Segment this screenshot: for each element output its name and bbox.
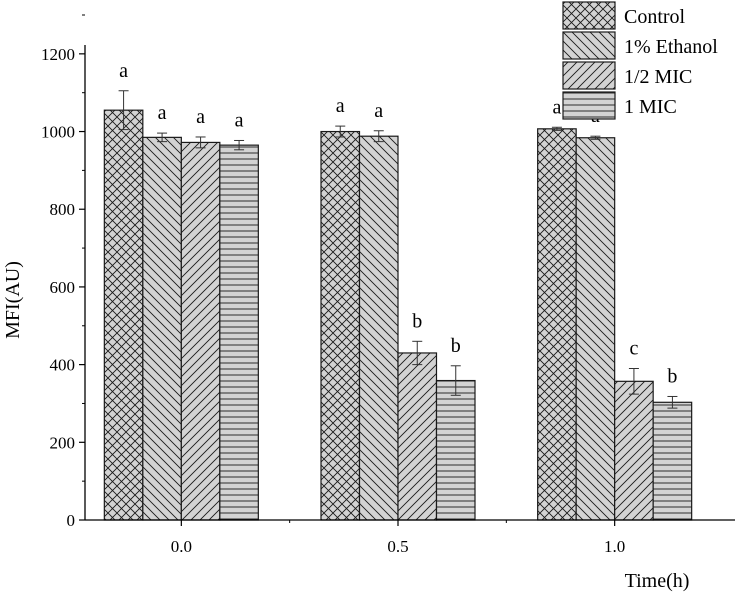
legend-label: 1% Ethanol <box>624 36 718 58</box>
y-tick-label: 800 <box>50 200 76 219</box>
y-tick-label: 200 <box>50 433 76 452</box>
x-tick-label: 0.0 <box>171 537 192 556</box>
significance-label: a <box>158 102 167 124</box>
bar-group: aaaaaabbaacb <box>103 60 693 521</box>
legend-swatch <box>562 31 616 60</box>
bar <box>397 352 438 521</box>
y-tick-label: 0 <box>67 511 76 530</box>
significance-label: a <box>235 109 244 131</box>
legend-label: 1/2 MIC <box>624 66 692 88</box>
bar <box>358 135 399 521</box>
significance-label: b <box>667 365 677 387</box>
x-tick-label: 0.5 <box>387 537 408 556</box>
bar <box>142 136 182 521</box>
legend-swatch <box>562 91 616 120</box>
y-tick-label: 1000 <box>41 123 75 142</box>
legend: Control 1% Ethanol 1/2 MIC 1 MIC <box>562 1 718 120</box>
significance-label: b <box>451 335 461 357</box>
y-tick-label: 600 <box>50 278 76 297</box>
legend-swatch <box>562 61 616 90</box>
bar <box>103 109 144 521</box>
significance-label: b <box>412 310 422 332</box>
bar <box>537 128 577 521</box>
bar <box>180 141 221 521</box>
significance-label: c <box>629 338 638 360</box>
y-axis-title: MFI(AU) <box>2 261 24 339</box>
y-tick-label: 1200 <box>41 45 75 64</box>
bar <box>652 401 693 521</box>
bar <box>219 144 259 521</box>
significance-label: a <box>336 95 345 117</box>
significance-label: a <box>374 100 383 122</box>
bar <box>320 130 361 521</box>
significance-label: a <box>119 60 128 82</box>
y-axis-ticks: 0 200 400 600 800 1000 1200 <box>41 14 85 530</box>
significance-label: a <box>196 106 205 128</box>
x-axis-title: Time(h) <box>625 570 690 592</box>
y-tick-label: 400 <box>50 356 76 375</box>
x-tick-label: 1.0 <box>604 537 625 556</box>
significance-label: a <box>552 96 561 118</box>
bar <box>575 137 616 521</box>
legend-label: Control <box>624 6 686 28</box>
legend-label: 1 MIC <box>624 96 677 118</box>
axes: 0.0 0.5 1.0 <box>84 45 735 556</box>
bar <box>614 380 654 521</box>
bar <box>435 379 476 521</box>
legend-swatch <box>562 1 616 30</box>
